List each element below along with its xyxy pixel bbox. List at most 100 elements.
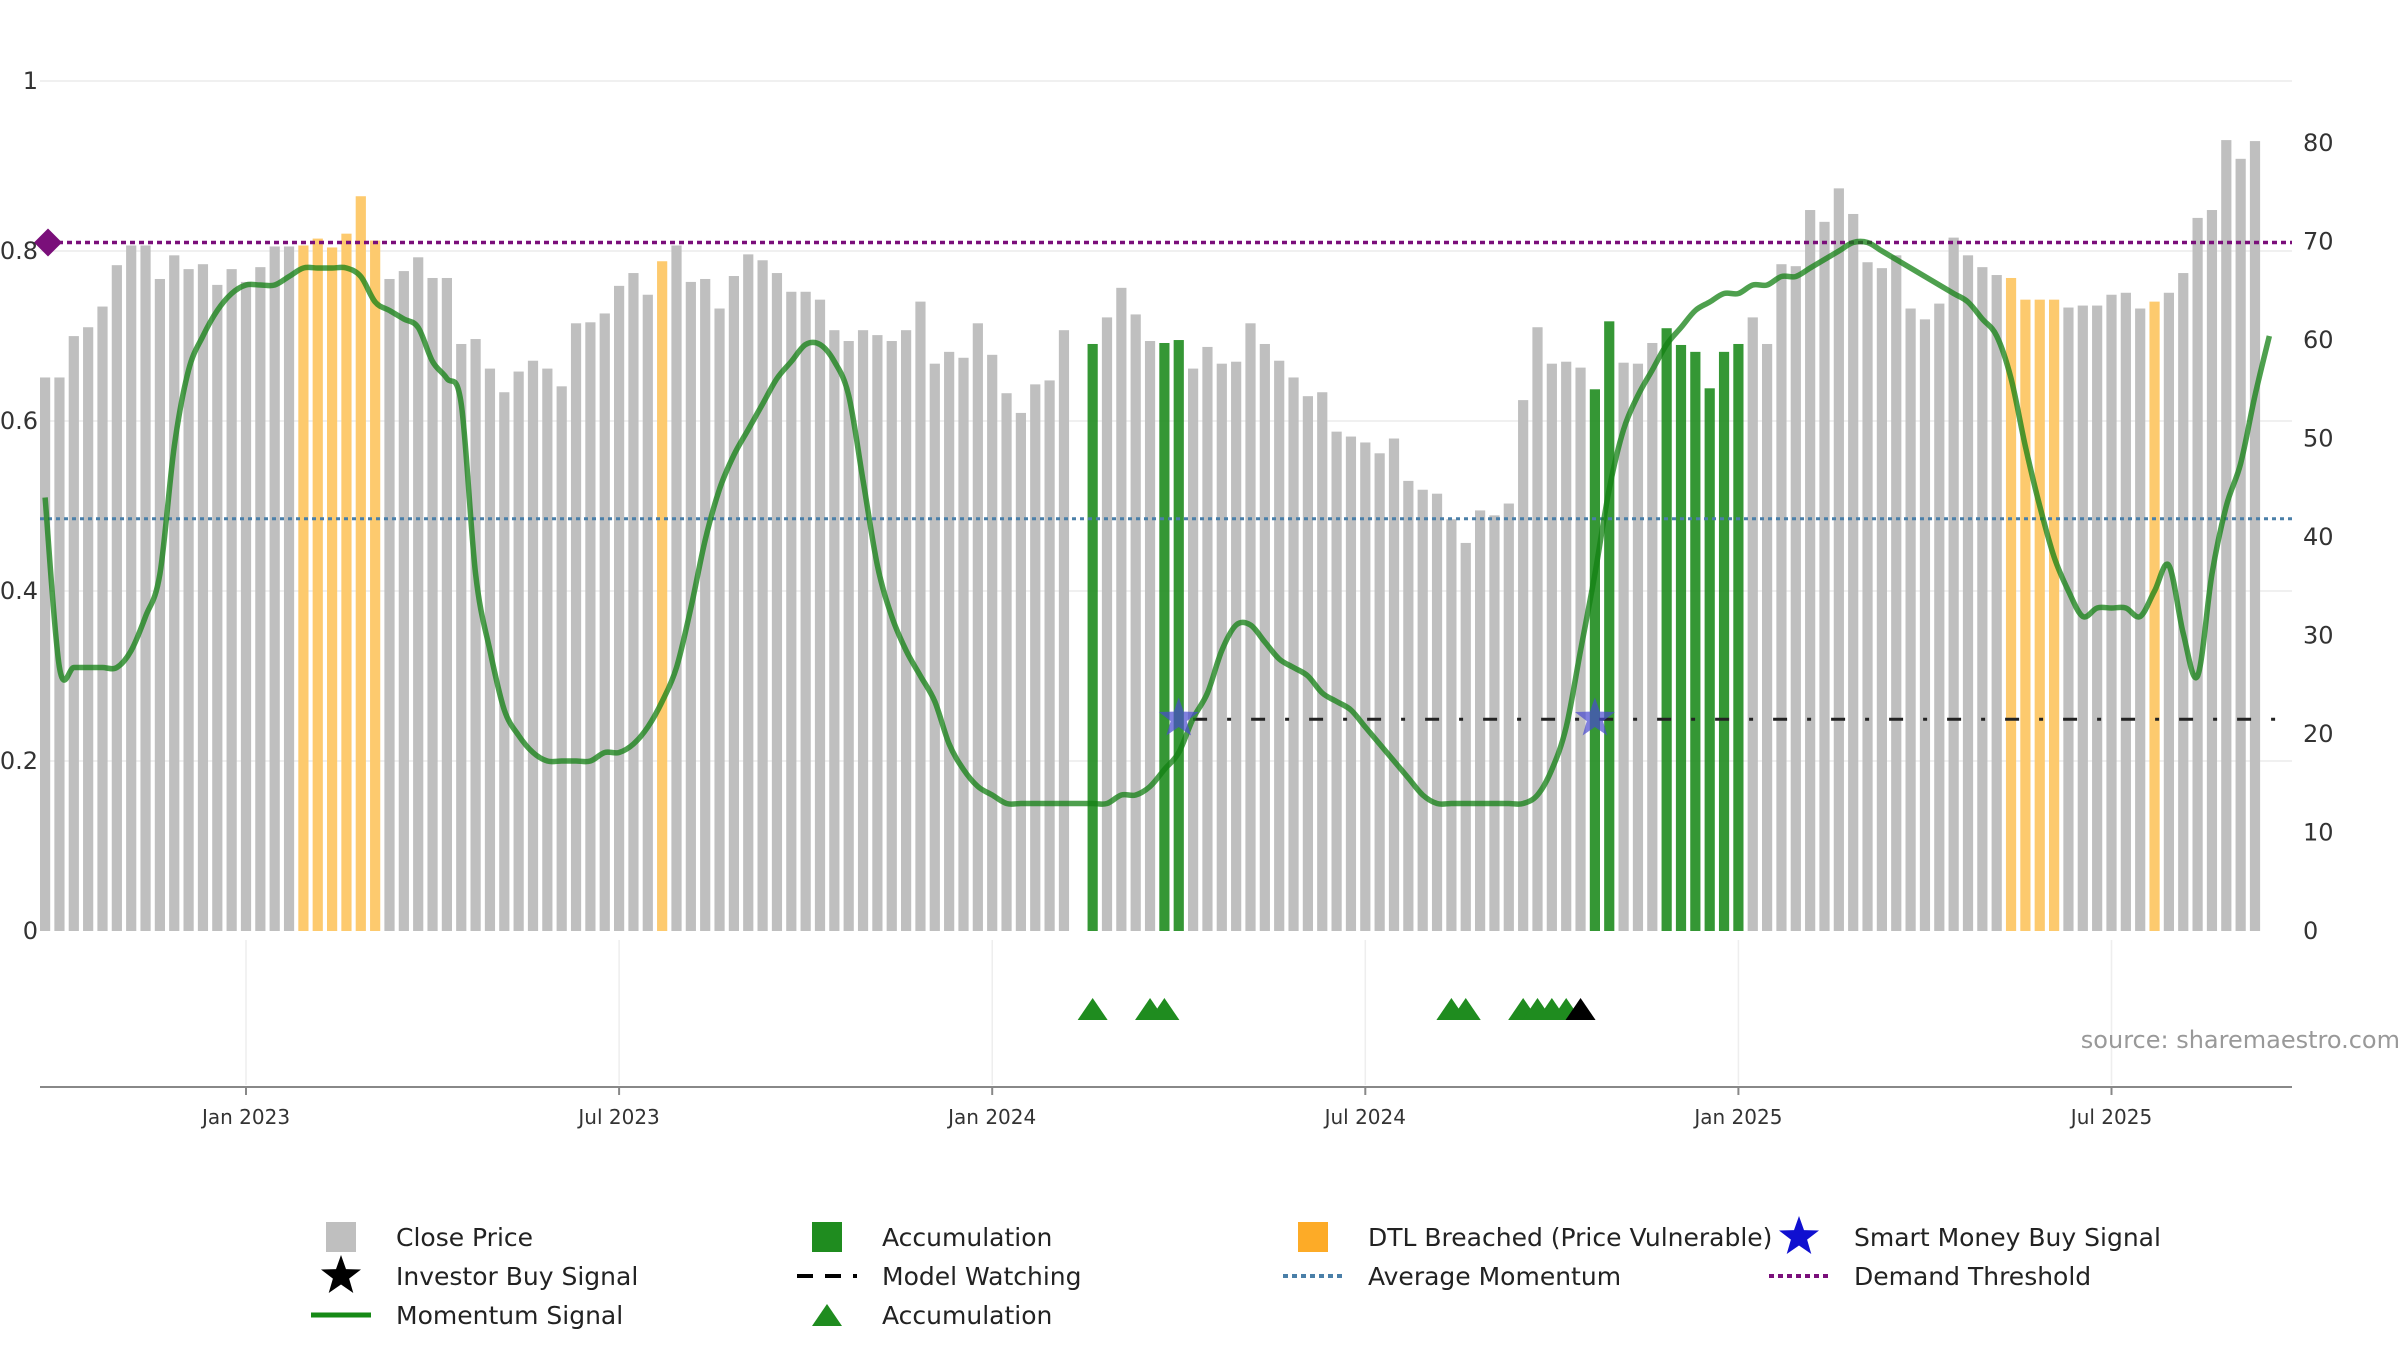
- close-price-bar: [1790, 266, 1801, 931]
- close-price-bar: [1403, 480, 1414, 931]
- close-price-bar: [169, 255, 180, 931]
- left-axis-tick-label: 1: [23, 67, 38, 95]
- close-price-bar: [1058, 330, 1070, 932]
- close-price-bar: [1417, 489, 1428, 931]
- accumulation-bar: [1159, 342, 1170, 931]
- close-price-bar: [542, 368, 553, 931]
- accumulation-bar: [1589, 389, 1600, 932]
- close-price-bar: [2192, 217, 2203, 932]
- close-price-bar: [1475, 510, 1486, 931]
- accumulation-marker-triangle: [1077, 998, 1108, 1020]
- source-note: source: sharemaestro.com: [2081, 1026, 2400, 1054]
- demand-threshold-marker: [34, 228, 62, 257]
- close-price-bar: [829, 330, 840, 932]
- legend-item: Average Momentum: [1283, 1262, 1621, 1291]
- close-price-bar: [154, 278, 165, 932]
- close-price-bar: [1388, 438, 1400, 931]
- close-price-bar: [1833, 188, 1844, 932]
- accumulation-markers-panel: [1077, 998, 1596, 1020]
- close-price-bar: [814, 299, 826, 931]
- close-price-bar: [269, 246, 280, 931]
- close-price-bar: [872, 335, 883, 932]
- close-price-bar: [843, 341, 854, 931]
- right-axis-tick-label: 50: [2303, 425, 2334, 453]
- close-price-bar: [628, 273, 639, 931]
- close-price-bar: [2178, 273, 2189, 931]
- right-axis-tick-label: 40: [2303, 523, 2334, 551]
- legend: Close Price Accumulation DTL Breached (Pri…: [311, 1216, 2161, 1330]
- close-price-bar: [886, 341, 897, 931]
- close-price-bar: [1747, 317, 1758, 931]
- right-axis-tick-label: 60: [2303, 326, 2334, 354]
- close-price-bar: [1819, 221, 1830, 931]
- close-price-bar: [944, 351, 955, 931]
- accumulation-bar: [1173, 340, 1184, 932]
- close-price-bar: [456, 343, 467, 931]
- close-price-bar: [183, 269, 194, 932]
- close-price-bar: [140, 245, 151, 931]
- legend-item: Accumulation: [812, 1301, 1052, 1330]
- close-price-bar: [499, 392, 510, 931]
- legend-item: Model Watching: [797, 1262, 1082, 1291]
- close-price-bar: [1101, 317, 1113, 931]
- dtl-breached-bar: [298, 245, 309, 931]
- right-axis-tick-label: 80: [2303, 129, 2334, 157]
- accumulation-bar: [1704, 388, 1715, 931]
- close-price-bar: [570, 323, 582, 931]
- dtl-breached-bar: [327, 247, 338, 931]
- accumulation-bar: [1675, 344, 1687, 932]
- dtl-breached-bar: [355, 196, 366, 931]
- signal-markers: [1158, 697, 1615, 736]
- close-price-bar: [68, 336, 79, 931]
- close-price-bar: [915, 301, 926, 931]
- close-price-bar: [757, 260, 768, 931]
- close-price-bar: [929, 363, 940, 931]
- close-price-bar: [1345, 436, 1357, 931]
- close-price-bar: [1561, 361, 1572, 931]
- x-axis-tick-label: Jan 2024: [946, 1105, 1036, 1129]
- close-price-bar: [671, 245, 682, 931]
- accumulation-bar: [1690, 351, 1701, 931]
- x-axis-tick-label: Jan 2023: [200, 1105, 290, 1129]
- dtl-breached-bar: [2034, 299, 2045, 931]
- close-price-bar: [1446, 519, 1457, 931]
- accumulation-bar: [1661, 328, 1672, 931]
- right-axis-tick-label: 30: [2303, 622, 2334, 650]
- left-axis-tick-label: 0: [23, 917, 38, 945]
- close-price-bar: [1302, 396, 1313, 932]
- close-price-bar: [585, 322, 596, 931]
- close-price-bar: [1374, 453, 1385, 931]
- close-price-bar: [83, 327, 94, 931]
- left-axis-tick-label: 0.8: [0, 237, 38, 265]
- right-axis-tick-label: 20: [2303, 720, 2334, 748]
- accumulation-legend-triangle: [812, 1304, 842, 1326]
- close-price-bar: [1805, 210, 1816, 931]
- legend-label: Investor Buy Signal: [396, 1262, 638, 1291]
- reference-lines: [34, 228, 2292, 721]
- investor-buy-signal-marker: [1565, 998, 1596, 1020]
- close-price-bar: [1360, 442, 1371, 931]
- x-axis-tick-label: Jul 2023: [576, 1105, 659, 1129]
- legend-item: Momentum Signal: [311, 1301, 623, 1330]
- close-price-bar: [2221, 140, 2232, 931]
- close-price-bar: [987, 354, 998, 932]
- accumulation-marker-triangle: [1450, 998, 1481, 1020]
- close-price-bar: [1015, 412, 1026, 931]
- close-price-bar: [1503, 503, 1514, 931]
- close-price-bar: [111, 265, 122, 931]
- close-price-bar: [398, 271, 409, 931]
- close-price-bar: [700, 278, 711, 932]
- investor-buy-legend-star: [321, 1255, 361, 1293]
- dtl-breached-bar: [2020, 299, 2031, 931]
- close-price-bar: [614, 285, 625, 932]
- close-price-bar: [1991, 275, 2002, 931]
- close-price-bar: [97, 306, 108, 931]
- close-price-bar: [255, 267, 266, 931]
- legend-item: Demand Threshold: [1769, 1262, 2091, 1291]
- dtl-breached-bar: [341, 233, 352, 932]
- close-price-bar: [1848, 213, 1859, 931]
- close-price-bar: [771, 273, 783, 931]
- close-price-bar: [1044, 380, 1055, 931]
- close-price-bar: [1618, 362, 1629, 931]
- dtl-breached-legend-swatch: [1298, 1222, 1328, 1252]
